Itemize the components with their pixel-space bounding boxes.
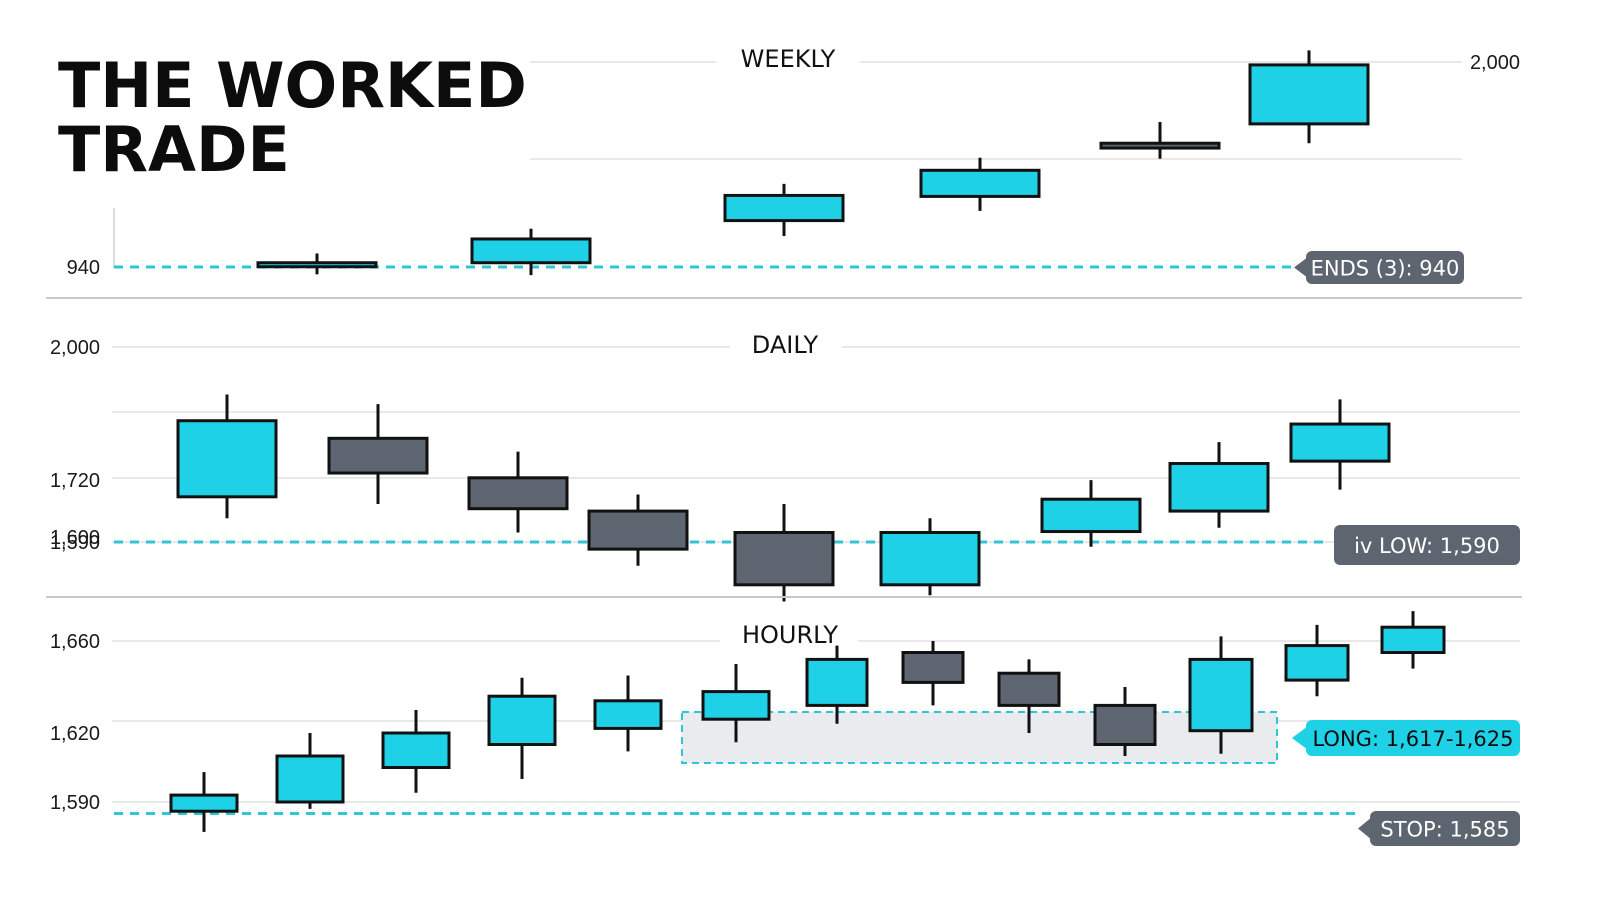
candle-body [470,237,592,265]
y-tick-label: 1,660 [50,631,100,653]
title-backdrop [720,621,858,651]
title-line-1: THE WORKED [58,49,527,122]
title-line-2: TRADE [58,113,290,186]
candle [327,404,429,504]
candle-body [587,509,689,551]
y-tick-label: 1,590 [50,532,100,554]
candle-body [1040,497,1142,534]
candle [256,253,378,275]
candle-body [1168,462,1270,513]
candle-body [381,731,451,769]
candle [901,641,965,706]
candle-body [275,754,345,804]
candle [169,772,239,832]
candle [1284,624,1350,697]
candle-body [901,651,965,684]
candle [176,394,278,519]
y-tick-label: 1,600 [50,527,100,549]
chart-title: THE WORKED TRADE [58,54,527,182]
candle-body [1248,63,1370,126]
level-tag-pointer [1358,817,1372,840]
candle [1093,687,1157,756]
candle-body [593,699,663,730]
candle [1040,480,1142,547]
candle [587,494,689,566]
candle [593,675,663,752]
candle-body [1284,644,1350,682]
candle-body [1099,141,1221,150]
entry-zone [681,711,1278,764]
candle-body [919,168,1041,198]
candle [487,677,557,779]
zone-tag [1306,720,1520,756]
level-tag [1370,811,1520,846]
level-tag-label: ENDS (3): 940 [1311,257,1460,281]
candle-body [879,530,981,587]
candle-body [733,530,835,587]
title-backdrop [730,331,842,361]
zone-tag-label: LONG: 1,617-1,625 [1312,727,1513,751]
candle-body [723,193,845,223]
candle-body [1093,703,1157,747]
y-tick-label: 1,720 [50,470,100,492]
panel-title: WEEKLY [741,45,836,73]
candle [805,645,869,724]
candle-body [1188,657,1254,733]
candle-body [169,793,239,813]
y-tick-label: 1,620 [50,723,100,745]
candle [1099,121,1221,159]
y-tick-label: 2,000 [1470,52,1520,74]
candle [919,157,1041,211]
candle-body [327,436,429,475]
candle-body [176,419,278,499]
candle [1188,636,1254,754]
level-tag [1306,251,1464,284]
candle [733,503,835,602]
level-tag-label: iv LOW: 1,590 [1354,534,1500,558]
zone-tag-pointer [1292,726,1308,750]
candle [381,710,451,793]
candle [1168,442,1270,528]
level-tag-label: STOP: 1,585 [1380,818,1509,842]
candle [997,659,1061,733]
candle-body [1289,422,1391,463]
candle [467,451,569,533]
candle-body [805,657,869,707]
candle [470,228,592,276]
candle [1289,399,1391,490]
candle-body [256,261,378,269]
candle-body [1380,625,1446,655]
level-tag-pointer [1294,257,1308,278]
title-backdrop [716,45,860,75]
panel-title: DAILY [752,331,819,359]
candle [879,518,981,596]
candle-body [997,671,1061,707]
candle [275,733,345,809]
candle [1248,50,1370,144]
candle-body [487,694,557,747]
y-tick-label: 1,590 [50,792,100,814]
y-tick-label: 2,000 [50,337,100,359]
candle-body [701,690,771,721]
candle [701,664,771,743]
candle-body [467,476,569,511]
y-tick-label: 940 [67,257,100,279]
candle [723,183,845,237]
panel-title: HOURLY [742,621,838,649]
candle [1380,611,1446,669]
level-tag [1334,525,1520,565]
